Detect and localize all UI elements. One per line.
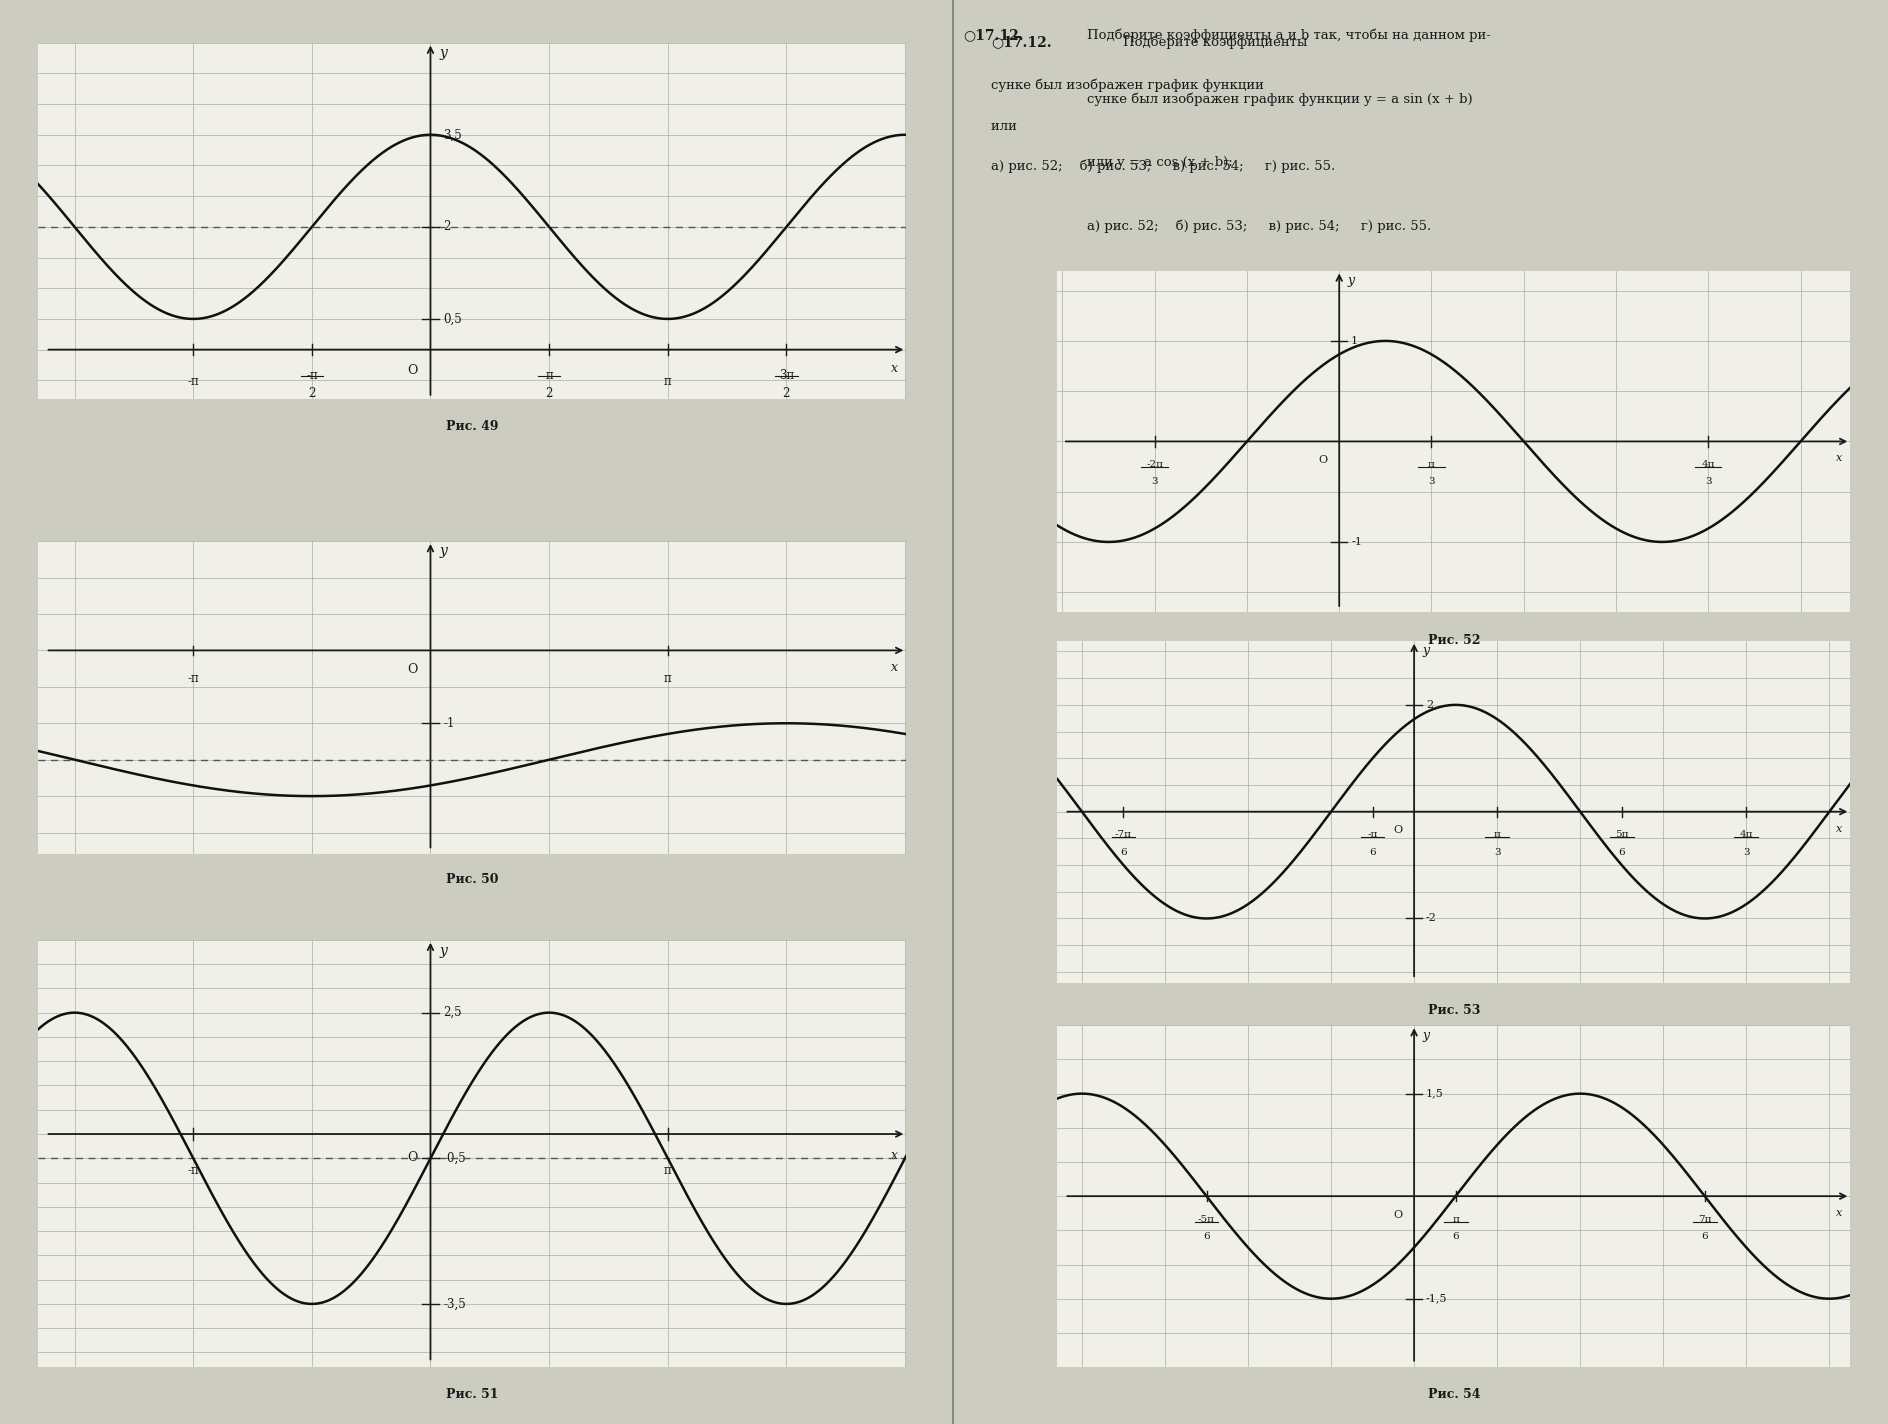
Text: 6: 6 — [1452, 1232, 1459, 1242]
Text: -7π: -7π — [1116, 830, 1133, 840]
Text: 4π: 4π — [1701, 460, 1714, 470]
Text: x: x — [891, 661, 897, 675]
Text: π: π — [546, 369, 553, 382]
Text: -2π: -2π — [1146, 460, 1163, 470]
Text: -2: -2 — [1425, 913, 1437, 924]
Text: 3: 3 — [1705, 477, 1712, 487]
Text: 5π: 5π — [1614, 830, 1629, 840]
Text: -1: -1 — [444, 716, 455, 729]
Text: сунке был изображен график функции y = a sin (x + b): сунке был изображен график функции y = a… — [1087, 93, 1473, 105]
Text: O: O — [408, 365, 417, 377]
Text: Рис. 50: Рис. 50 — [446, 873, 498, 886]
Text: π: π — [665, 375, 672, 387]
Text: Рис. 52: Рис. 52 — [1427, 634, 1480, 646]
Text: π: π — [1452, 1215, 1459, 1225]
Text: -π: -π — [187, 672, 198, 685]
Text: 2: 2 — [784, 387, 789, 400]
Text: x: x — [1835, 453, 1843, 463]
Text: x: x — [891, 1149, 897, 1162]
Text: Рис. 53: Рис. 53 — [1427, 1004, 1480, 1017]
Text: O: O — [408, 664, 417, 676]
Text: O: O — [408, 1151, 417, 1163]
Text: 3: 3 — [1427, 477, 1435, 487]
Text: -π: -π — [187, 375, 198, 387]
Text: x: x — [1835, 823, 1843, 833]
Text: 0,5: 0,5 — [444, 312, 463, 326]
Text: π: π — [1493, 830, 1501, 840]
Text: Рис. 51: Рис. 51 — [446, 1388, 498, 1401]
Text: или: или — [991, 120, 1021, 132]
Text: 2: 2 — [546, 387, 553, 400]
Text: -0,5: -0,5 — [444, 1152, 466, 1165]
Text: 6: 6 — [1369, 847, 1376, 857]
Text: 3,5: 3,5 — [444, 128, 463, 141]
Text: π: π — [665, 672, 672, 685]
Text: y: y — [440, 46, 447, 60]
Text: сунке был изображен график функции: сунке был изображен график функции — [991, 78, 1269, 91]
Text: или y = a cos (x + b):: или y = a cos (x + b): — [1087, 157, 1233, 169]
Text: x: x — [891, 362, 897, 375]
Text: ○17.12.: ○17.12. — [963, 28, 1023, 43]
Text: y: y — [1422, 1028, 1429, 1042]
Text: 6: 6 — [1618, 847, 1626, 857]
Text: 6: 6 — [1701, 1232, 1709, 1242]
Text: -π: -π — [306, 369, 317, 382]
Text: -1,5: -1,5 — [1425, 1293, 1448, 1304]
Text: O: O — [1393, 826, 1403, 836]
Text: 3π: 3π — [778, 369, 795, 382]
Text: 6: 6 — [1203, 1232, 1210, 1242]
Text: 2: 2 — [1425, 699, 1433, 711]
Text: а) рис. 52;    б) рис. 53;     в) рис. 54;     г) рис. 55.: а) рис. 52; б) рис. 53; в) рис. 54; г) р… — [1087, 219, 1431, 234]
Text: Подберите коэффициенты: Подберите коэффициенты — [1123, 36, 1312, 48]
Text: Подберите коэффициенты a и b так, чтобы на данном ри-: Подберите коэффициенты a и b так, чтобы … — [1087, 28, 1492, 41]
Text: y: y — [1422, 644, 1429, 658]
Text: O: O — [1393, 1210, 1403, 1220]
Text: π: π — [665, 1163, 672, 1176]
Text: 2: 2 — [444, 221, 451, 234]
Text: -5π: -5π — [1199, 1215, 1216, 1225]
Text: y: y — [440, 944, 447, 958]
Text: 7π: 7π — [1697, 1215, 1712, 1225]
Text: 1,5: 1,5 — [1425, 1088, 1444, 1099]
Text: -3,5: -3,5 — [444, 1297, 466, 1310]
Text: -π: -π — [187, 1163, 198, 1176]
Text: -1: -1 — [1352, 537, 1361, 547]
Text: 4π: 4π — [1739, 830, 1754, 840]
Text: 3: 3 — [1152, 477, 1157, 487]
Text: π: π — [1427, 460, 1435, 470]
Text: 3: 3 — [1493, 847, 1501, 857]
Text: -π: -π — [1367, 830, 1378, 840]
Text: Рис. 49: Рис. 49 — [446, 420, 498, 433]
Text: Рис. 54: Рис. 54 — [1427, 1388, 1480, 1401]
Text: x: x — [1835, 1208, 1843, 1218]
Text: 3: 3 — [1743, 847, 1750, 857]
Text: ○17.12.: ○17.12. — [991, 36, 1052, 50]
Text: y: y — [1348, 273, 1354, 288]
Text: а) рис. 52;    б) рис. 53;     в) рис. 54;     г) рис. 55.: а) рис. 52; б) рис. 53; в) рис. 54; г) р… — [991, 159, 1335, 172]
Text: 1: 1 — [1352, 336, 1357, 346]
Text: 2: 2 — [308, 387, 315, 400]
Text: y: y — [440, 544, 447, 558]
Text: O: O — [1318, 456, 1327, 466]
Text: 2,5: 2,5 — [444, 1007, 463, 1020]
Text: 6: 6 — [1120, 847, 1127, 857]
